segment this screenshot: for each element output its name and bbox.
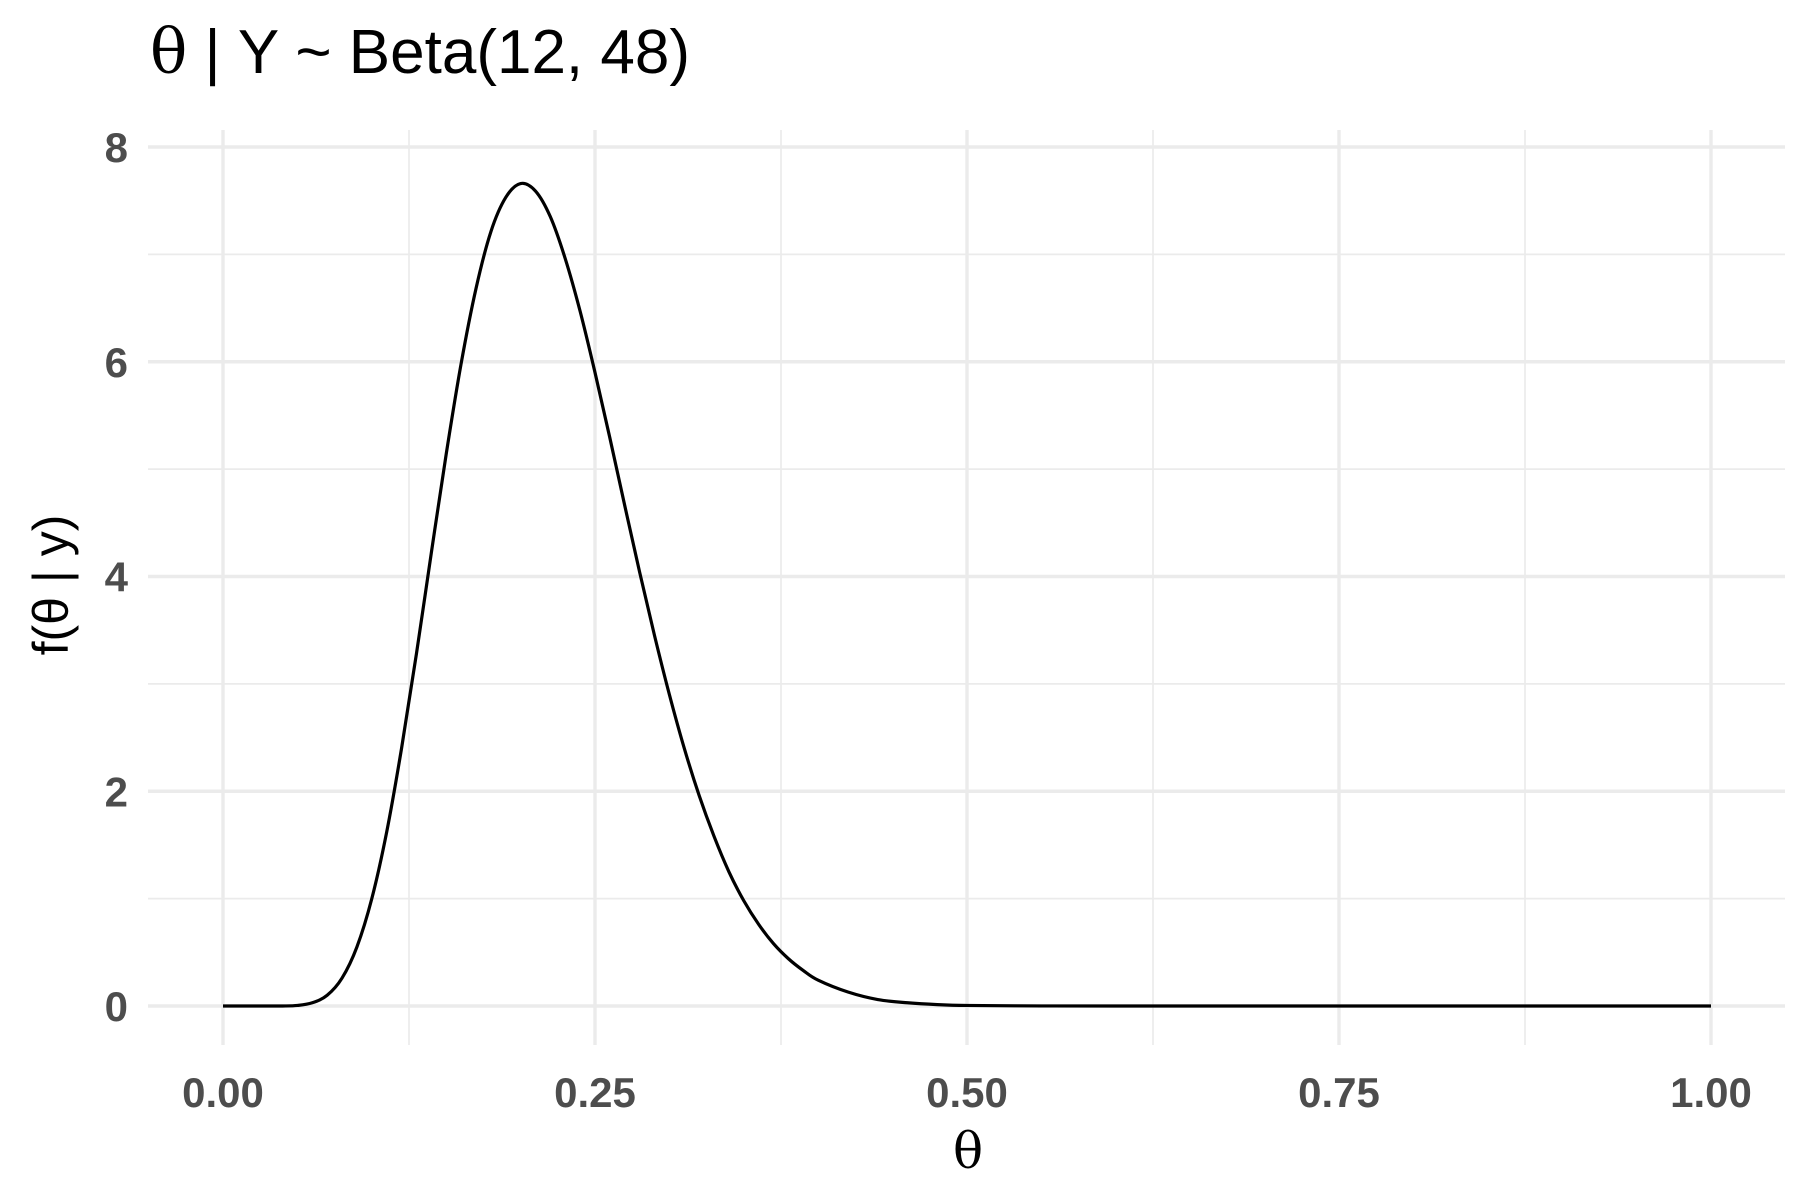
y-tick-label: 6 xyxy=(105,339,128,386)
x-tick-label: 0.75 xyxy=(1298,1069,1380,1116)
density-curve xyxy=(223,181,1711,1008)
x-axis-ticks: 0.00 0.25 0.50 0.75 1.00 xyxy=(182,1069,1752,1116)
y-tick-label: 2 xyxy=(105,768,128,815)
x-tick-label: 1.00 xyxy=(1670,1069,1752,1116)
y-tick-label: 8 xyxy=(105,124,128,171)
x-tick-label: 0.00 xyxy=(182,1069,264,1116)
x-tick-label: 0.25 xyxy=(554,1069,636,1116)
x-axis-label: θ xyxy=(953,1122,983,1180)
x-tick-label: 0.50 xyxy=(926,1069,1008,1116)
y-tick-label: 4 xyxy=(105,554,129,601)
density-curve-layer xyxy=(223,181,1711,1008)
y-axis-ticks: 0 2 4 6 8 xyxy=(105,124,129,1030)
chart-title: θ | Y ~ Beta(12, 48) xyxy=(150,15,690,88)
grid-lines xyxy=(148,130,1785,1045)
y-axis-label: f(θ | y) xyxy=(23,515,79,656)
y-tick-label: 0 xyxy=(105,983,128,1030)
